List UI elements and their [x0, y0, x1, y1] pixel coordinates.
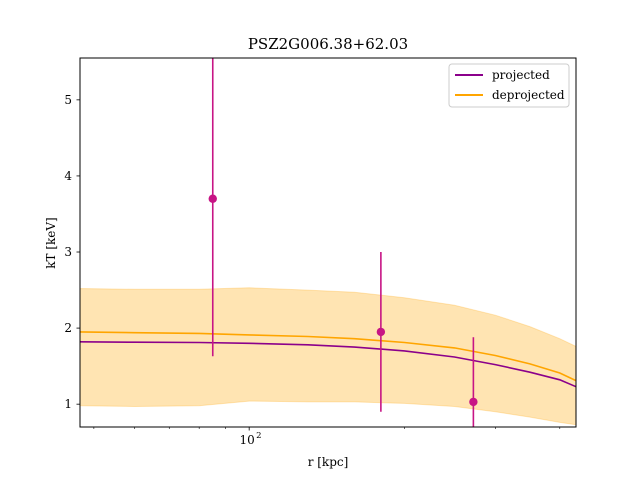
- x-axis-label: r [kpc]: [308, 455, 349, 469]
- data-point-3: [469, 397, 478, 407]
- y-tick-label: 5: [64, 93, 72, 107]
- axes-frame: [79, 57, 577, 428]
- x-tick-label: 10: [240, 433, 255, 447]
- data-point-1: [208, 194, 217, 203]
- x-tick-label-exponent: 2: [256, 431, 261, 441]
- y-tick-label: 3: [64, 245, 72, 259]
- legend-label-projected: projected: [492, 68, 550, 82]
- series-line-deprojected: [80, 331, 576, 382]
- y-axis-label: kT [keV]: [44, 217, 58, 269]
- y-tick-label: 2: [64, 321, 72, 335]
- chart-title: PSZ2G006.38+62.03: [248, 35, 408, 53]
- series-line-projected: [80, 341, 576, 388]
- legend-label-deprojected: deprojected: [492, 88, 565, 102]
- data-point-2: [376, 327, 386, 337]
- confidence-band-deprojected: [80, 287, 576, 426]
- plot-area: [80, 58, 576, 427]
- legend: projected deprojected: [448, 63, 570, 108]
- y-tick-label: 1: [64, 397, 72, 411]
- y-tick-label: 4: [64, 169, 72, 183]
